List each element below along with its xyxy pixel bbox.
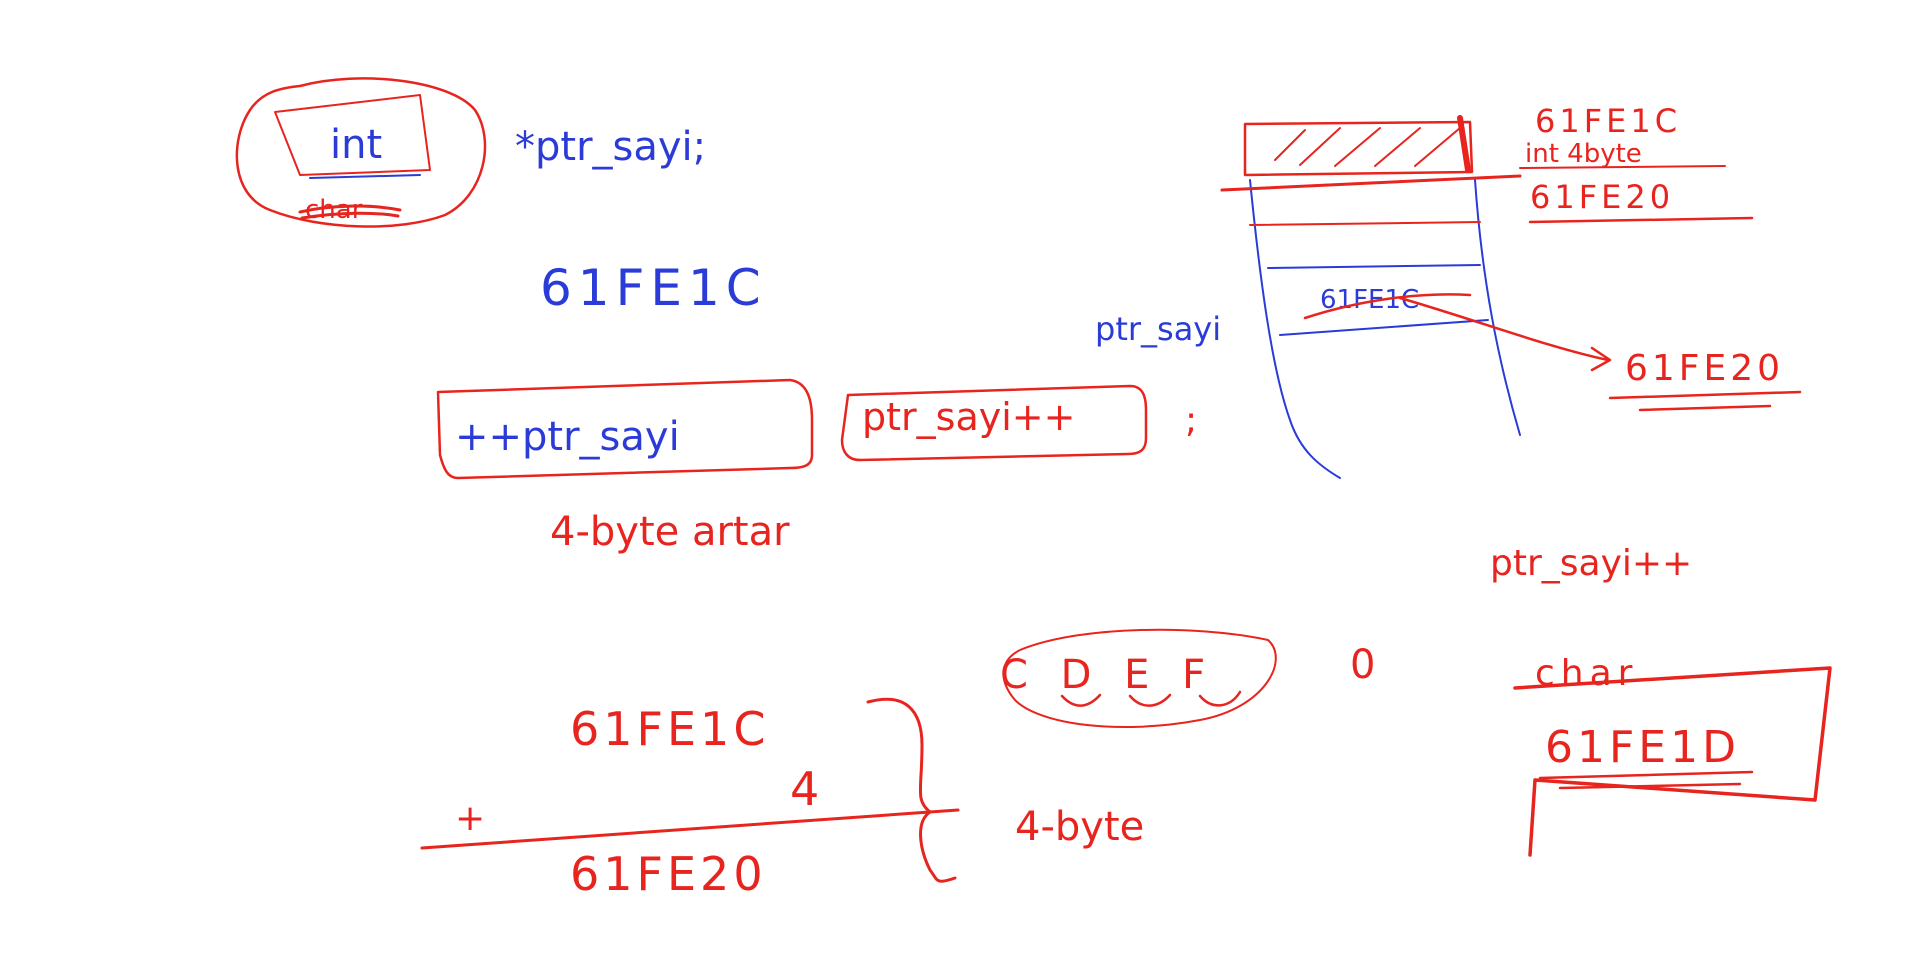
memory-top-address: 61FE1C xyxy=(1535,102,1681,140)
variable-declaration: *ptr_sayi; xyxy=(515,124,706,170)
brace-note: 4-byte xyxy=(1015,804,1144,850)
memory-cell-lower xyxy=(1249,221,1481,226)
addition-group: 61FE1C 4 + 61FE20 4-byte xyxy=(420,697,1144,901)
postfix-box xyxy=(840,384,1148,462)
pointer-update-arrow xyxy=(1398,296,1612,372)
hex-digit-arcs xyxy=(1060,690,1242,707)
memory-cell-top xyxy=(1243,120,1474,177)
char-address-underline xyxy=(1538,770,1754,790)
char-example-group: ptr_sayi++ char 61FE1D xyxy=(1490,543,1832,857)
postfix-increment: ptr_sayi++ xyxy=(862,395,1075,439)
pointer-new-value: 61FE20 xyxy=(1625,348,1784,389)
type-int: int xyxy=(330,122,382,168)
hex-digit-trailing: 0 xyxy=(1350,642,1375,688)
hex-digits-group: C D E F 0 xyxy=(1000,628,1375,729)
char-type-label: char xyxy=(1535,653,1638,694)
memory-column-right xyxy=(1474,179,1521,436)
memory-boundary-line xyxy=(1220,174,1522,192)
addition-result: 61FE20 xyxy=(570,847,767,901)
declaration-group: int char *ptr_sayi; xyxy=(235,77,706,228)
memory-column-left xyxy=(1249,179,1341,479)
char-example-expression: ptr_sayi++ xyxy=(1490,543,1692,584)
prefix-box xyxy=(436,378,814,480)
memory-row-line-2 xyxy=(1279,319,1489,336)
char-address: 61FE1D xyxy=(1545,722,1740,773)
memory-next-address-underline xyxy=(1528,216,1754,224)
address-initial: 61FE1C xyxy=(540,259,767,317)
memory-cell-note-underline xyxy=(1519,165,1726,169)
memory-row-line-1 xyxy=(1267,264,1481,269)
prefix-increment: ++ptr_sayi xyxy=(455,414,680,460)
type-int-underline xyxy=(309,174,421,179)
memory-diagram: 61FE1C int 4byte 61FE20 ptr_sayi 61FE1C … xyxy=(1095,102,1802,479)
box-around-type xyxy=(274,94,431,176)
increment-note: 4-byte artar xyxy=(550,509,790,555)
memory-next-address: 61FE20 xyxy=(1530,178,1674,216)
hex-digits-outline xyxy=(1002,628,1277,729)
curly-brace xyxy=(866,697,957,883)
pointer-label: ptr_sayi xyxy=(1095,310,1221,348)
increment-group: ++ptr_sayi ptr_sayi++ ; 4-byte artar xyxy=(436,378,1197,555)
pointer-old-value-strike xyxy=(1303,293,1472,320)
addition-operator: + xyxy=(455,798,485,839)
char-box xyxy=(1513,666,1832,857)
strike-scribble xyxy=(298,204,402,220)
memory-cell-note: int 4byte xyxy=(1525,139,1642,169)
circle-around-type xyxy=(235,77,487,228)
statement-terminator: ; xyxy=(1185,400,1197,441)
pointer-new-value-underline xyxy=(1608,390,1802,412)
addition-line xyxy=(420,808,960,850)
hex-digit-sequence: C D E F xyxy=(1000,652,1215,698)
addition-addend: 4 xyxy=(790,762,819,816)
memory-cell-hatch xyxy=(1274,127,1461,167)
addition-operand: 61FE1C xyxy=(570,702,769,756)
memory-cell-marker xyxy=(1457,115,1471,173)
